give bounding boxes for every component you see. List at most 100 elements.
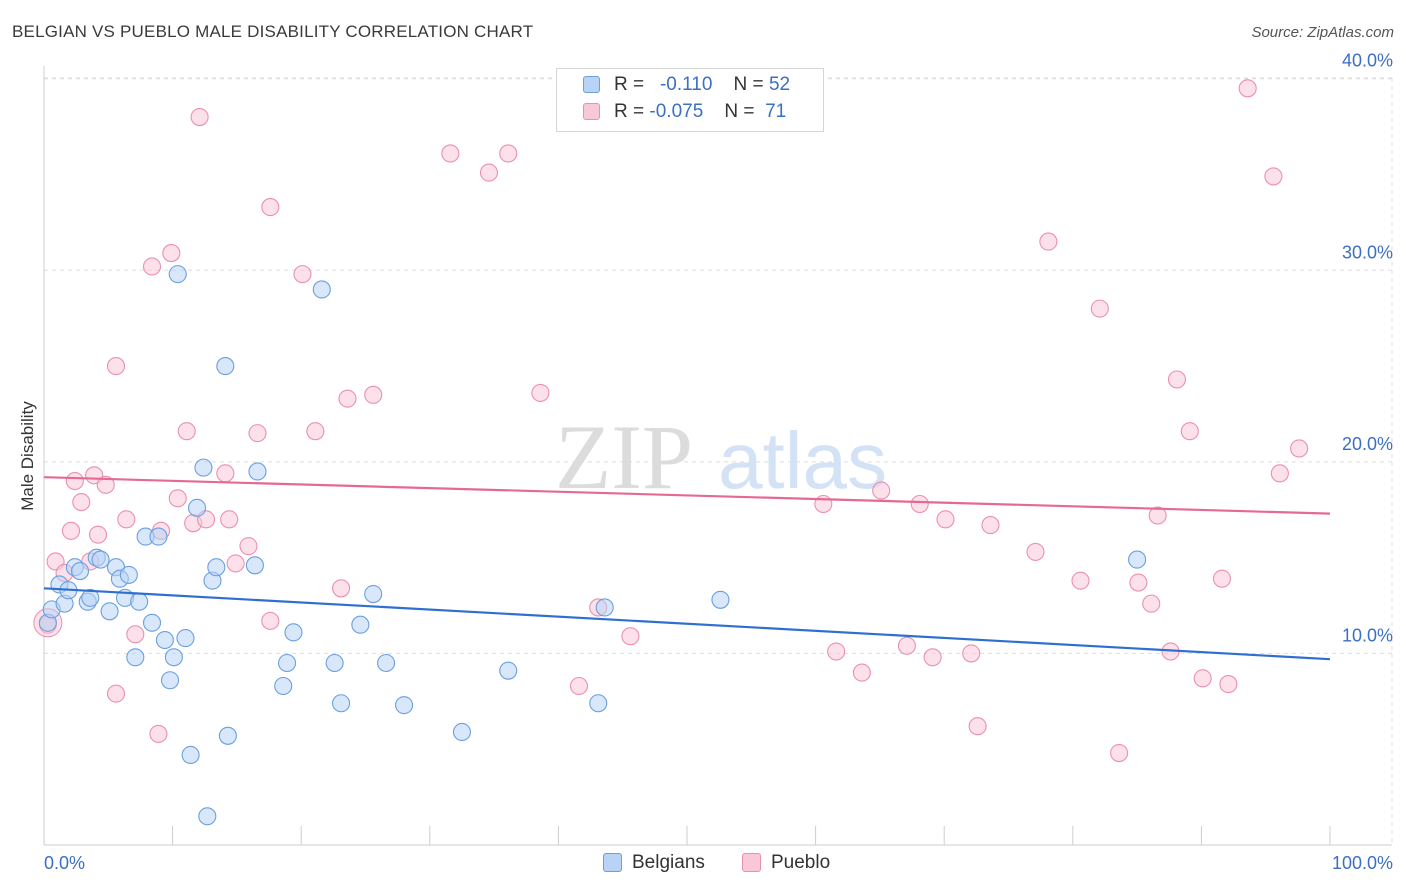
- stats-legend: R = -0.110 N = 52 R = -0.075 N = 71: [556, 68, 824, 132]
- belgians-point-29: [198, 807, 217, 826]
- pueblo-point-32: [332, 579, 351, 598]
- pueblo-point-9: [96, 475, 115, 494]
- pueblo-point-63: [1180, 422, 1199, 441]
- belgians-point-42: [351, 615, 370, 634]
- pueblo-point-18: [168, 489, 187, 508]
- pueblo-point-17: [162, 244, 181, 263]
- belgians-point-23: [164, 648, 183, 667]
- pueblo-point-68: [1264, 167, 1283, 186]
- belgians-point-49: [595, 598, 614, 617]
- pueblo-point-58: [1129, 573, 1148, 592]
- bottom-legend-label-belgians: Belgians: [632, 852, 705, 873]
- pueblo-point-4: [65, 471, 84, 491]
- pueblo-point-5: [72, 493, 91, 512]
- pueblo-point-38: [531, 383, 550, 402]
- legend-n-label: N =: [733, 74, 764, 95]
- belgians-point-22: [160, 671, 180, 690]
- belgians-point-34: [248, 462, 267, 481]
- pueblo-point-47: [910, 494, 929, 514]
- belgians-point-25: [176, 629, 195, 648]
- pueblo-point-25: [226, 554, 245, 573]
- belgians-point-46: [452, 722, 472, 742]
- pueblo-point-43: [827, 642, 846, 661]
- belgians-point-17: [130, 592, 149, 611]
- belgians-points: [38, 265, 1147, 826]
- belgians-point-51: [1128, 550, 1147, 569]
- belgians-point-32: [216, 357, 235, 376]
- belgians-point-33: [218, 726, 237, 745]
- pueblo-point-57: [1110, 743, 1129, 763]
- y-tick-label-0: 10.0%: [1342, 625, 1393, 645]
- pueblo-point-34: [364, 385, 383, 404]
- pueblo-point-51: [968, 717, 987, 736]
- pueblo-point-26: [239, 537, 258, 556]
- pueblo-point-65: [1212, 569, 1232, 588]
- pueblo-point-41: [621, 627, 640, 646]
- belgians-point-8: [81, 588, 100, 607]
- pueblo-point-10: [106, 357, 126, 376]
- x-tick-label-1: 100.0%: [1332, 853, 1393, 873]
- pueblo-point-54: [1039, 232, 1058, 251]
- y-tick-label-1: 20.0%: [1342, 434, 1393, 454]
- belgians-point-10: [91, 550, 110, 569]
- y-tick-label-3: 40.0%: [1342, 51, 1393, 71]
- belgians-point-28: [194, 458, 213, 477]
- pueblo-point-36: [479, 163, 499, 182]
- belgians-point-50: [711, 590, 730, 609]
- y-axis-label: Male Disability: [18, 401, 37, 511]
- belgians-point-21: [155, 630, 174, 650]
- x-tick-label-0: 0.0%: [44, 853, 85, 873]
- pueblo-point-30: [293, 265, 312, 284]
- belgians-point-38: [284, 623, 303, 642]
- legend-swatch-pueblo: [583, 103, 600, 121]
- pueblo-point-11: [106, 684, 126, 703]
- bottom-legend-pueblo: Pueblo: [742, 852, 830, 874]
- pueblo-point-53: [1026, 542, 1045, 561]
- bottom-legend-swatch-pueblo: [742, 853, 761, 873]
- belgians-point-19: [142, 613, 162, 632]
- belgians-point-35: [245, 556, 264, 575]
- pueblo-point-67: [1238, 79, 1257, 98]
- belgians-point-20: [149, 527, 168, 546]
- bottom-legend-swatch-belgians: [603, 853, 622, 873]
- belgians-point-27: [187, 498, 207, 517]
- pueblo-point-3: [61, 521, 81, 540]
- pueblo-point-29: [261, 611, 280, 630]
- pueblo-point-49: [936, 510, 955, 529]
- legend-row-belgians: R = -0.110 N = 52: [583, 74, 790, 100]
- pueblo-point-55: [1071, 571, 1090, 590]
- pueblo-point-66: [1219, 675, 1238, 694]
- belgians-point-24: [168, 265, 187, 284]
- pueblo-point-56: [1090, 299, 1109, 318]
- legend-r-label: R =: [614, 101, 645, 122]
- belgians-trend-line: [43, 587, 1331, 661]
- pueblo-point-28: [261, 198, 280, 217]
- belgians-point-15: [119, 565, 138, 584]
- pueblo-point-69: [1270, 464, 1289, 483]
- pueblo-point-33: [338, 389, 357, 408]
- belgians-point-37: [278, 653, 297, 673]
- belgians-point-48: [589, 694, 608, 713]
- pueblo-point-35: [441, 144, 460, 163]
- pueblo-point-23: [216, 464, 235, 483]
- tick-labels: 10.0% 20.0% 30.0% 40.0% 0.0% 100.0%: [44, 51, 1393, 873]
- pueblo-point-31: [306, 422, 325, 441]
- belgians-point-16: [126, 648, 145, 667]
- pueblo-point-48: [923, 648, 942, 667]
- pueblo-point-8: [88, 525, 108, 544]
- pueblo-point-60: [1148, 506, 1167, 525]
- belgians-point-40: [325, 653, 344, 673]
- pueblo-trend-line: [43, 476, 1331, 515]
- belgians-point-31: [207, 558, 226, 577]
- belgians-point-36: [274, 676, 293, 696]
- pueblo-point-13: [126, 625, 145, 644]
- belgians-point-44: [377, 653, 396, 673]
- belgians-point-41: [332, 694, 351, 713]
- pueblo-point-15: [149, 724, 168, 743]
- pueblo-point-14: [142, 257, 162, 276]
- watermark: ZIP atlas: [555, 406, 887, 508]
- belgians-point-43: [364, 584, 383, 604]
- belgians-point-39: [312, 280, 331, 299]
- pueblo-point-12: [117, 510, 136, 529]
